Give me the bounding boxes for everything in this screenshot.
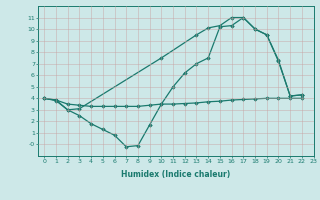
X-axis label: Humidex (Indice chaleur): Humidex (Indice chaleur): [121, 170, 231, 179]
